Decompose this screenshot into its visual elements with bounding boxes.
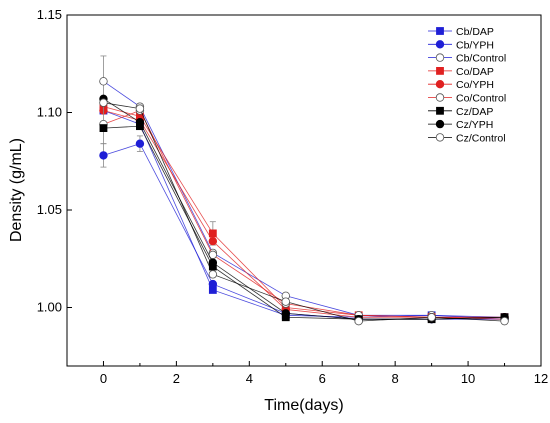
data-point xyxy=(208,236,218,246)
series-line xyxy=(103,98,505,320)
x-tick-label: 10 xyxy=(461,371,475,386)
data-point xyxy=(135,118,145,127)
legend-label: Co/YPH xyxy=(456,79,494,91)
legend-entry: Cb/DAP xyxy=(428,26,494,38)
y-tick-label: 1.00 xyxy=(37,300,62,315)
series-co-dap xyxy=(99,102,509,322)
y-tick-label: 1.05 xyxy=(37,202,62,217)
legend-marker xyxy=(435,93,445,102)
data-point xyxy=(281,309,290,318)
series-co-yph xyxy=(99,106,509,322)
data-point xyxy=(99,77,108,86)
data-point xyxy=(281,297,290,306)
legend-marker xyxy=(435,119,445,129)
data-point xyxy=(500,316,509,326)
data-point xyxy=(208,229,217,238)
x-tick-label: 4 xyxy=(246,371,253,386)
legend-entry: Co/DAP xyxy=(428,66,494,78)
data-point xyxy=(208,270,218,279)
data-point xyxy=(135,139,145,148)
legend-label: Cb/DAP xyxy=(456,26,494,38)
ticks-layer: 0 2 4 6 8 10 12 1.00 1.05 1.10 1.15 xyxy=(37,7,549,386)
legend-label: Cb/Control xyxy=(456,53,506,65)
x-tick-label: 0 xyxy=(100,371,107,386)
x-axis-title: Time(days) xyxy=(264,397,343,414)
legend-label: Cb/YPH xyxy=(456,39,494,51)
y-tick-label: 1.10 xyxy=(37,105,62,120)
series-cb-dap xyxy=(99,106,509,322)
legend-entry: Co/YPH xyxy=(428,79,494,91)
series-line xyxy=(103,80,505,320)
series-layer xyxy=(99,55,509,326)
series-line xyxy=(103,110,505,318)
legend-label: Cz/YPH xyxy=(456,119,493,131)
legend-marker xyxy=(435,53,445,62)
legend-marker xyxy=(435,133,445,142)
legend-entry: Cz/DAP xyxy=(428,106,493,118)
data-point xyxy=(427,313,436,322)
data-point xyxy=(99,124,108,132)
legend-marker xyxy=(436,106,444,115)
series-cb-yph xyxy=(99,135,509,324)
legend-label: Co/Control xyxy=(456,93,506,105)
legend-label: Cz/DAP xyxy=(456,106,493,118)
data-point xyxy=(208,279,218,289)
series-line xyxy=(103,102,505,322)
y-axis-title: Density (g/mL) xyxy=(8,138,25,242)
data-point xyxy=(99,98,108,107)
x-tick-label: 6 xyxy=(319,371,326,386)
legend-entry: Cz/Control xyxy=(428,132,506,144)
legend-entry: Cb/Control xyxy=(428,53,506,65)
series-line xyxy=(103,106,505,318)
series-cz-yph xyxy=(99,94,509,324)
legend-entry: Co/Control xyxy=(428,93,506,105)
series-line xyxy=(103,110,505,318)
data-point xyxy=(208,258,218,267)
legend-marker xyxy=(435,79,445,89)
x-tick-label: 12 xyxy=(534,371,548,386)
legend-label: Cz/Control xyxy=(456,132,506,144)
legend-label: Co/DAP xyxy=(456,66,494,78)
x-tick-label: 8 xyxy=(392,371,399,386)
legend-entry: Cb/YPH xyxy=(428,39,494,51)
data-point xyxy=(135,104,145,113)
series-line xyxy=(103,110,505,320)
x-tick-label: 2 xyxy=(173,371,180,386)
series-cz-control xyxy=(99,98,509,326)
series-cb-control xyxy=(99,55,509,324)
y-tick-label: 1.15 xyxy=(37,7,62,22)
legend-marker xyxy=(436,67,444,75)
legend-entry: Cz/YPH xyxy=(428,119,493,131)
data-point xyxy=(99,151,108,160)
data-point xyxy=(354,316,363,326)
plot-frame xyxy=(66,14,542,367)
legend-marker xyxy=(436,27,444,35)
series-line xyxy=(103,143,505,320)
legend-marker xyxy=(435,40,445,49)
